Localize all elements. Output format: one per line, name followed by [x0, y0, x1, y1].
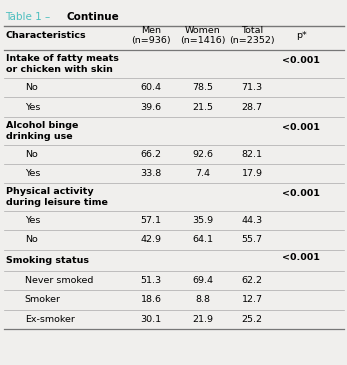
Text: Never smoked: Never smoked — [25, 276, 93, 285]
Text: p*: p* — [296, 31, 306, 40]
Text: 21.5: 21.5 — [192, 103, 213, 112]
Text: 71.3: 71.3 — [242, 83, 262, 92]
Text: Ex-smoker: Ex-smoker — [25, 315, 75, 324]
Text: No: No — [25, 150, 37, 159]
Text: 78.5: 78.5 — [192, 83, 213, 92]
Text: <0.001: <0.001 — [282, 253, 320, 262]
Text: 64.1: 64.1 — [192, 235, 213, 245]
Text: Men
(n=936): Men (n=936) — [131, 26, 171, 45]
Text: Smoker: Smoker — [25, 295, 61, 304]
Text: 28.7: 28.7 — [242, 103, 262, 112]
Text: 18.6: 18.6 — [141, 295, 161, 304]
Text: <0.001: <0.001 — [282, 189, 320, 198]
Text: 60.4: 60.4 — [141, 83, 161, 92]
Text: 82.1: 82.1 — [242, 150, 262, 159]
Text: Alcohol binge
drinking use: Alcohol binge drinking use — [6, 121, 78, 141]
Text: 30.1: 30.1 — [141, 315, 161, 324]
Text: 25.2: 25.2 — [242, 315, 262, 324]
Text: 42.9: 42.9 — [141, 235, 161, 245]
Text: Characteristics: Characteristics — [6, 31, 86, 40]
Text: <0.001: <0.001 — [282, 57, 320, 65]
Text: 51.3: 51.3 — [141, 276, 161, 285]
Text: 8.8: 8.8 — [195, 295, 210, 304]
Text: 17.9: 17.9 — [242, 169, 262, 178]
Text: No: No — [25, 83, 37, 92]
Text: Intake of fatty meats
or chicken with skin: Intake of fatty meats or chicken with sk… — [6, 54, 118, 74]
Text: 21.9: 21.9 — [192, 315, 213, 324]
Text: Smoking status: Smoking status — [6, 256, 88, 265]
Text: 92.6: 92.6 — [192, 150, 213, 159]
Text: 62.2: 62.2 — [242, 276, 262, 285]
Text: Total
(n=2352): Total (n=2352) — [229, 26, 275, 45]
Text: <0.001: <0.001 — [282, 123, 320, 132]
Text: Continue: Continue — [66, 12, 119, 22]
Text: 35.9: 35.9 — [192, 216, 213, 225]
Text: 39.6: 39.6 — [141, 103, 161, 112]
Text: 55.7: 55.7 — [242, 235, 262, 245]
Text: 44.3: 44.3 — [242, 216, 262, 225]
Text: Physical activity
during leisure time: Physical activity during leisure time — [6, 187, 108, 207]
Text: 66.2: 66.2 — [141, 150, 161, 159]
Text: 69.4: 69.4 — [192, 276, 213, 285]
Text: 33.8: 33.8 — [140, 169, 162, 178]
Text: 57.1: 57.1 — [141, 216, 161, 225]
Text: Yes: Yes — [25, 169, 40, 178]
Text: 12.7: 12.7 — [242, 295, 262, 304]
Text: Yes: Yes — [25, 216, 40, 225]
Text: Table 1 –: Table 1 – — [6, 12, 54, 22]
Text: No: No — [25, 235, 37, 245]
Text: Women
(n=1416): Women (n=1416) — [180, 26, 226, 45]
Text: 7.4: 7.4 — [195, 169, 210, 178]
Text: Yes: Yes — [25, 103, 40, 112]
